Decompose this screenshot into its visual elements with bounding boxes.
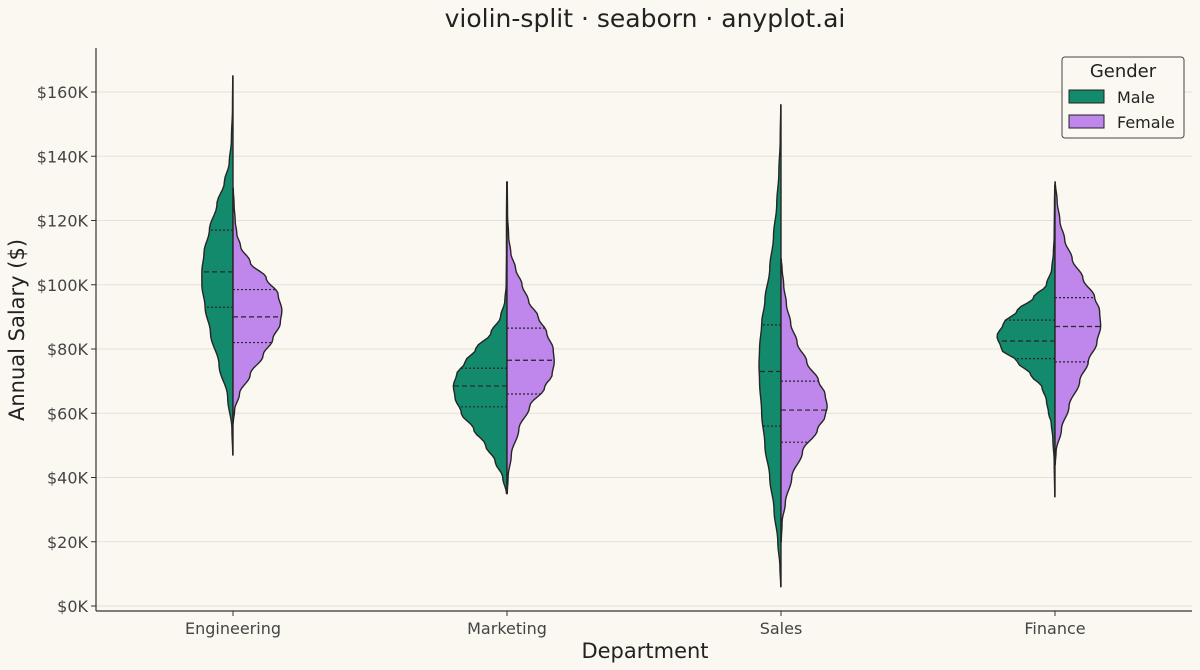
legend-swatch-female — [1068, 114, 1105, 129]
x-tick-label: Marketing — [467, 619, 547, 638]
y-tick-label: $160K — [37, 83, 89, 102]
y-ticks: $0K $20K $40K $60K $80K $100K $120K $140K $160K — [37, 83, 96, 616]
y-tick-label: $40K — [47, 469, 89, 488]
legend: Gender Male Female — [1061, 56, 1185, 139]
y-tick-label: $100K — [37, 276, 89, 295]
y-axis-label: Annual Salary ($) — [5, 239, 29, 421]
y-tick-label: $0K — [57, 597, 88, 616]
legend-swatch-male — [1068, 89, 1105, 104]
x-ticks: Engineering Marketing Sales Finance — [185, 611, 1086, 638]
violin-half-female-engineering — [232, 187, 283, 424]
violin-half-female-sales — [780, 258, 828, 543]
x-tick-label: Engineering — [185, 619, 281, 638]
violin-half-male-engineering — [201, 75, 234, 456]
y-tick-label: $140K — [37, 147, 89, 166]
axes — [95, 48, 1192, 612]
y-tick-label: $120K — [37, 212, 89, 231]
y-tick-label: $80K — [47, 340, 89, 359]
x-axis-label: Department — [581, 639, 708, 663]
y-gridlines — [96, 91, 1192, 607]
legend-title: Gender — [1090, 61, 1157, 82]
violin-half-female-marketing — [506, 181, 555, 495]
legend-label-male: Male — [1117, 88, 1155, 107]
y-tick-label: $20K — [47, 533, 89, 552]
y-tick-label: $60K — [47, 404, 89, 423]
violins — [201, 75, 1102, 588]
violin-half-female-finance — [1054, 181, 1102, 466]
chart-title: violin-split · seaborn · anyplot.ai — [445, 4, 846, 33]
x-tick-label: Finance — [1024, 619, 1085, 638]
x-tick-label: Sales — [760, 619, 803, 638]
violin-half-male-sales — [758, 104, 782, 588]
legend-label-female: Female — [1117, 113, 1175, 132]
